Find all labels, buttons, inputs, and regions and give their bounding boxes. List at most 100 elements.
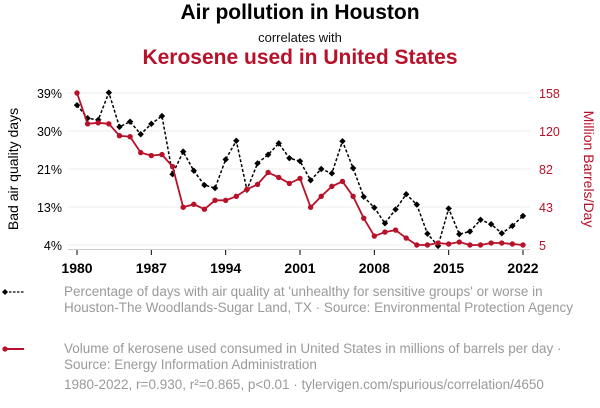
- data-point-air-pollution: [233, 137, 240, 144]
- data-point-air-pollution: [179, 148, 187, 155]
- legend-marker-dashed-diamond-icon: [2, 289, 24, 295]
- y-tick-label-left: 13%: [37, 201, 62, 215]
- data-point-air-pollution: [381, 220, 389, 227]
- data-point-air-pollution: [158, 112, 166, 120]
- data-point-kerosene: [382, 229, 388, 235]
- data-point-air-pollution: [445, 205, 452, 212]
- data-point-kerosene: [424, 242, 431, 248]
- y-tick-label-left: 30%: [37, 125, 62, 139]
- x-tick-label: 2008: [359, 260, 390, 276]
- x-tick-label: 1987: [136, 260, 167, 276]
- data-point-kerosene: [148, 152, 155, 159]
- data-point-air-pollution: [371, 204, 378, 211]
- data-point-kerosene: [403, 235, 409, 241]
- data-point-kerosene: [191, 201, 197, 207]
- data-point-air-pollution: [413, 201, 421, 208]
- gridlines: [68, 92, 530, 246]
- y-tick-label-left: 4%: [44, 239, 62, 253]
- data-point-air-pollution: [148, 120, 155, 128]
- y-axis-right-label: Million Barrels/Day: [581, 111, 597, 228]
- legend-label-kerosene: Volume of kerosene used consumed in Unit…: [64, 341, 562, 372]
- data-point-kerosene: [329, 183, 335, 190]
- data-point-air-pollution: [296, 157, 304, 165]
- data-point-air-pollution: [105, 89, 113, 96]
- data-point-kerosene: [106, 121, 112, 127]
- y-axis-left-label: Bad air quality days: [5, 108, 21, 230]
- data-point-kerosene: [350, 193, 356, 200]
- data-point-kerosene: [222, 197, 229, 203]
- data-point-air-pollution: [498, 230, 505, 237]
- data-point-air-pollution: [84, 114, 91, 122]
- data-point-kerosene: [212, 197, 218, 203]
- data-point-kerosene: [499, 240, 505, 246]
- data-point-air-pollution: [456, 230, 463, 238]
- data-point-air-pollution: [424, 230, 431, 237]
- legend-item-kerosene: Volume of kerosene used consumed in Unit…: [2, 341, 584, 373]
- data-point-kerosene: [169, 163, 176, 170]
- data-point-kerosene: [159, 151, 165, 158]
- data-point-kerosene: [116, 133, 123, 139]
- data-point-air-pollution: [254, 160, 261, 167]
- data-point-air-pollution: [328, 170, 336, 177]
- data-point-air-pollution: [360, 193, 367, 200]
- data-point-air-pollution: [477, 216, 484, 224]
- y-axis-right-ticks: 158 120 82 43 5: [539, 87, 560, 253]
- data-point-kerosene: [467, 242, 473, 248]
- footer-stats: 1980-2022, r=0.930, r²=0.865, p<0.01 · t…: [64, 377, 544, 392]
- y-tick-label-right: 82: [539, 163, 553, 177]
- data-point-kerosene: [244, 186, 250, 193]
- y-tick-label-right: 158: [539, 87, 560, 101]
- chart-subtitle: correlates with: [258, 30, 342, 45]
- x-tick-label: 1994: [210, 260, 241, 276]
- data-point-kerosene: [201, 206, 208, 212]
- series-kerosene: [74, 90, 526, 248]
- data-point-air-pollution: [126, 118, 134, 125]
- data-point-kerosene: [254, 181, 261, 188]
- data-point-air-pollution: [95, 116, 102, 124]
- data-point-kerosene: [307, 204, 314, 210]
- data-point-air-pollution: [201, 181, 208, 189]
- data-point-kerosene: [286, 180, 293, 187]
- x-tick-label: 2015: [433, 260, 464, 276]
- data-point-air-pollution: [275, 140, 282, 147]
- data-point-kerosene: [361, 215, 367, 221]
- data-point-air-pollution: [339, 138, 346, 145]
- data-point-air-pollution: [264, 151, 272, 158]
- y-tick-label-right: 5: [539, 239, 546, 253]
- data-point-air-pollution: [318, 165, 325, 173]
- x-tick-label: 1980: [61, 260, 92, 276]
- series-air-pollution: [73, 89, 527, 250]
- legend-item-air-pollution: Percentage of days with air quality at '…: [2, 284, 584, 316]
- data-point-air-pollution: [286, 154, 293, 162]
- data-point-kerosene: [520, 242, 526, 248]
- data-point-air-pollution: [349, 164, 357, 172]
- data-point-kerosene: [435, 240, 441, 246]
- data-point-air-pollution: [73, 101, 81, 109]
- data-point-kerosene: [265, 169, 271, 176]
- data-point-air-pollution: [211, 184, 219, 192]
- data-point-air-pollution: [222, 156, 229, 163]
- data-point-air-pollution: [509, 222, 516, 230]
- x-tick-label: 2022: [507, 260, 538, 276]
- data-point-air-pollution: [137, 131, 144, 138]
- y-tick-label-right: 43: [539, 201, 553, 215]
- y-tick-label-left: 39%: [37, 87, 62, 101]
- data-point-kerosene: [95, 120, 101, 126]
- data-point-kerosene: [488, 240, 494, 246]
- data-point-air-pollution: [392, 206, 399, 213]
- data-point-kerosene: [84, 121, 91, 127]
- data-point-air-pollution: [190, 167, 198, 174]
- data-point-kerosene: [371, 233, 378, 239]
- data-point-air-pollution: [402, 190, 410, 198]
- chart-title: Air pollution in Houston: [180, 1, 420, 24]
- data-point-air-pollution: [116, 123, 123, 131]
- data-point-kerosene: [509, 241, 516, 247]
- data-point-kerosene: [318, 193, 324, 200]
- data-point-kerosene: [138, 149, 144, 156]
- y-axis-left-ticks: 39% 30% 21% 13% 4%: [37, 87, 62, 253]
- data-point-kerosene: [276, 174, 282, 181]
- x-axis-ticks: 1980 1987 1994 2001 2008 2015 2022: [61, 250, 539, 276]
- data-point-kerosene: [445, 241, 452, 247]
- legend-label-air-pollution: Percentage of days with air quality at '…: [64, 284, 574, 315]
- data-point-kerosene: [233, 193, 239, 200]
